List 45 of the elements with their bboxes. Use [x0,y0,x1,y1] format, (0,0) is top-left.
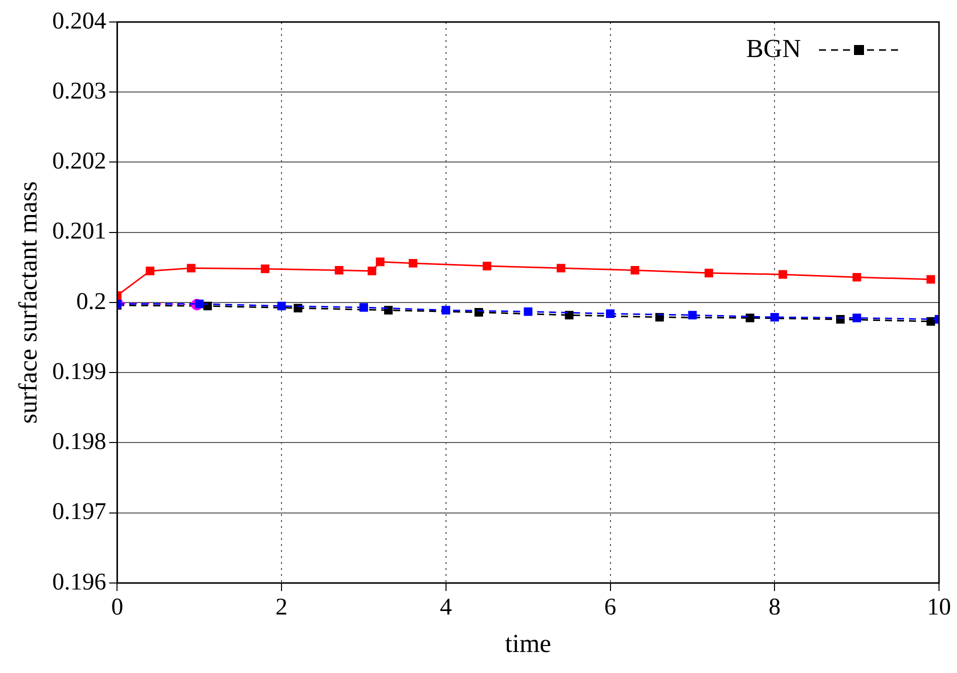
point [146,266,154,276]
point [746,314,754,322]
point [556,264,566,272]
x-axis-title: time [504,629,552,658]
y-tick-label: 0.196 [52,569,106,596]
point [778,270,788,279]
y-tick-label: 0.201 [52,218,106,245]
point [852,272,862,282]
x-tick-label: 4 [440,594,452,621]
x-tick-label: 0 [111,594,124,621]
y-tick-label: 0.198 [52,429,106,456]
point [852,314,862,322]
point [408,258,418,268]
point [704,268,714,278]
x-tick-label: 6 [604,594,616,621]
point [277,302,286,310]
point [926,317,936,326]
point [524,307,532,316]
point [260,264,270,274]
point [186,264,196,272]
point [770,312,779,322]
point [359,303,368,312]
point [368,266,376,276]
point [630,266,640,275]
y-tick-label: 0.2 [76,288,106,315]
x-tick-label: 10 [927,594,951,621]
point [384,306,393,314]
point [482,262,492,270]
legend-label: BGN [746,34,802,63]
point [376,258,384,266]
point [442,306,450,314]
point [195,300,204,308]
y-axis-title: surface surfactant mass [13,181,42,424]
point [606,309,615,318]
y-tick-label: 0.197 [52,499,106,526]
y-tick-label: 0.203 [52,78,106,104]
point [334,266,344,275]
y-tick-label: 0.202 [52,148,106,175]
x-tick-label: 2 [276,594,288,621]
y-tick-label: 0.204 [52,8,106,34]
y-tick-label: 0.199 [52,358,106,385]
x-tick-label: 8 [768,594,781,621]
point [688,310,697,320]
point [564,310,574,320]
point [926,275,936,284]
